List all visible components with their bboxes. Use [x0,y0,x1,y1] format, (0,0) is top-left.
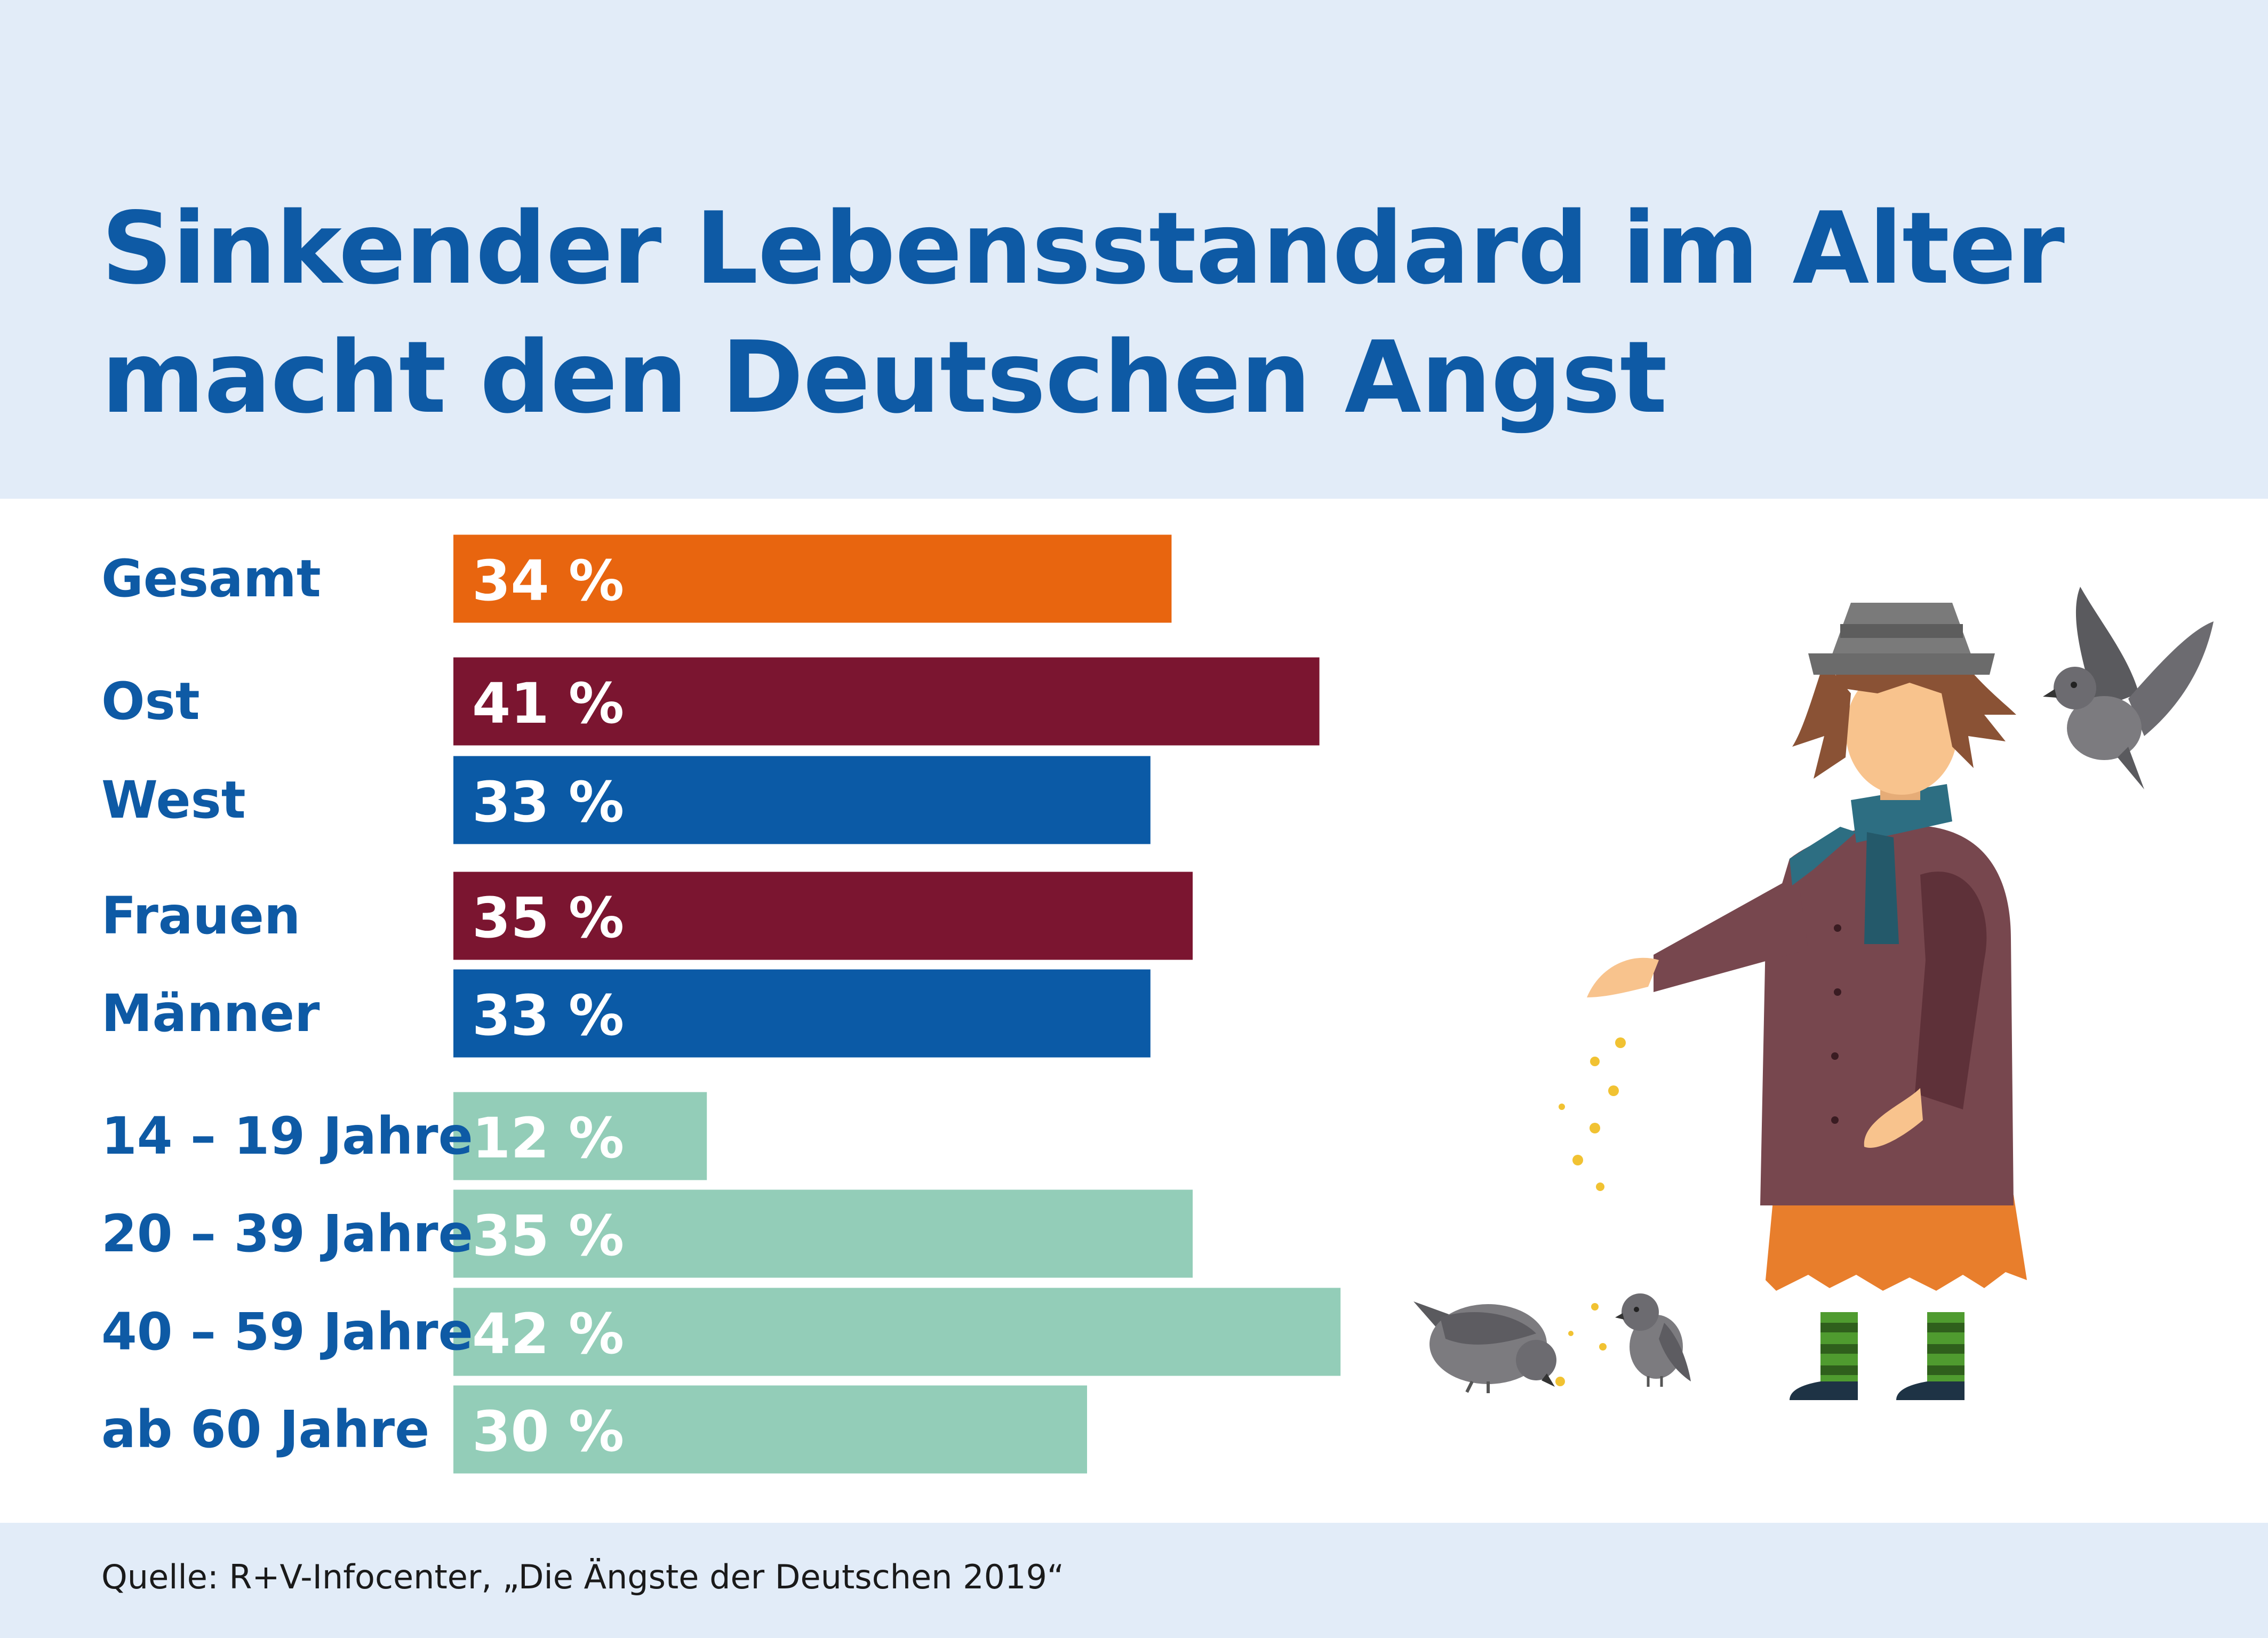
pigeon-flying-icon [2043,587,2214,789]
value-label: 33 % [472,983,624,1048]
value-label: 42 % [472,1301,624,1367]
bar [453,872,1193,960]
bar [453,657,1320,746]
bird-seeds-icon [1555,1037,1626,1386]
bar [453,1189,1193,1278]
category-label: ab 60 Jahre [101,1400,429,1459]
person-feeding-birds-icon [1413,587,2214,1400]
value-label: 12 % [472,1106,624,1171]
title-line-1: Sinkender Lebensstandard im Alter [101,190,2065,306]
pigeon-pecking-icon [1413,1301,1556,1393]
bar [453,756,1151,844]
value-label: 41 % [472,671,624,736]
bar [453,534,1172,623]
footer-band [0,1523,2268,1638]
value-label: 35 % [472,885,624,950]
category-label: 14 – 19 Jahre [101,1106,473,1166]
pigeon-standing-icon [1615,1293,1691,1387]
value-label: 35 % [472,1203,624,1268]
bar [453,1385,1087,1474]
title-line-2: macht den Deutschen Angst [101,319,1667,435]
header-band [0,0,2268,499]
category-label: West [101,770,246,830]
bar [453,1288,1341,1376]
bar [453,969,1151,1058]
value-label: 34 % [472,548,624,613]
category-label: 20 – 39 Jahre [101,1204,473,1264]
value-label: 33 % [472,770,624,835]
bar-chart: Gesamt 34 % Ost 41 % West 33 % Frauen 35 % Männe… [101,534,1341,1474]
category-label: Männer [101,984,320,1043]
category-label: Ost [101,672,200,731]
source-note: Quelle: R+V-Infocenter, „Die Ängste der … [101,1557,1065,1596]
category-label: 40 – 59 Jahre [101,1302,473,1362]
page-title: Sinkender Lebensstandard im Alter macht … [101,184,2065,442]
category-label: Frauen [101,886,300,946]
value-label: 30 % [472,1399,624,1464]
category-label: Gesamt [101,549,321,609]
person-figure [1587,603,2027,1400]
bar [453,1092,707,1180]
